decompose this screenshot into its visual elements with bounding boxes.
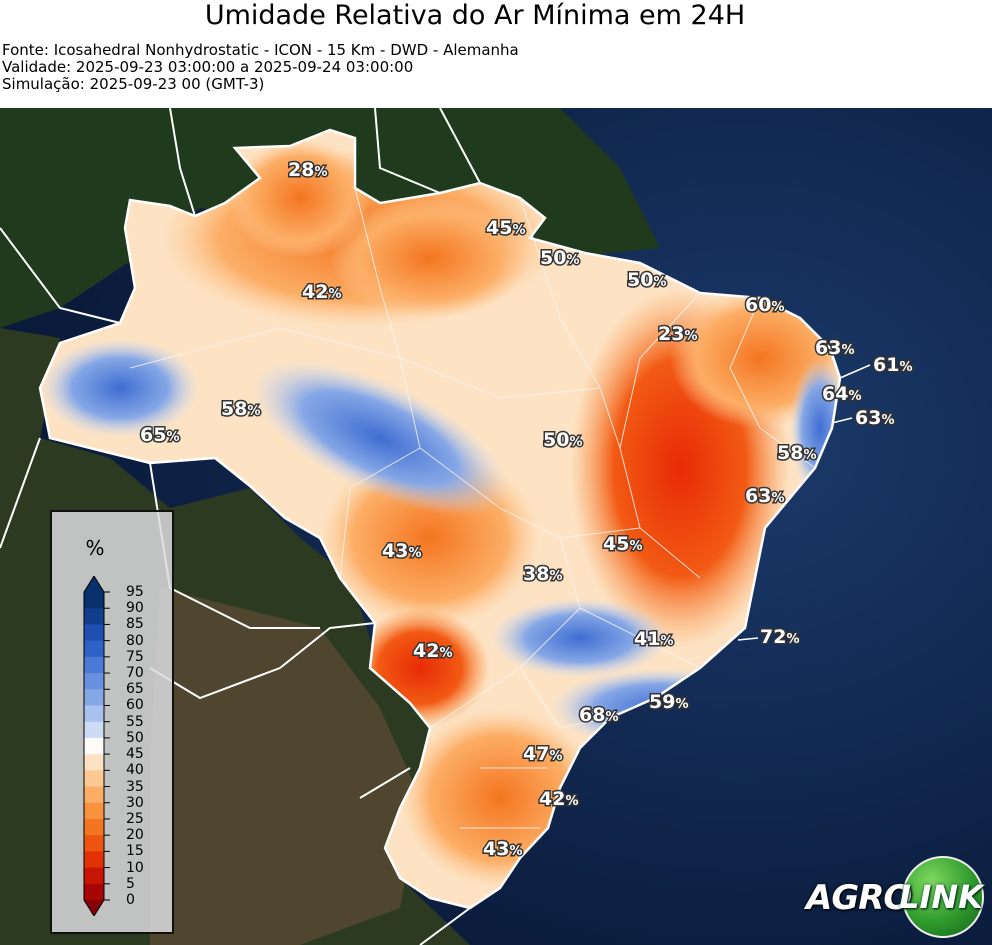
colorbar-tick-label: 35	[126, 778, 144, 795]
colorbar-max-arrow	[84, 576, 104, 592]
humidity-label: 63%	[745, 485, 784, 507]
colorbar-tick-label: 25	[126, 810, 144, 827]
humidity-label: 45%	[603, 533, 642, 555]
colorbar-segment	[84, 883, 104, 901]
humidity-label: 23%	[658, 323, 697, 345]
colorbar-segment	[84, 592, 104, 609]
colorbar-segment	[84, 624, 104, 642]
colorbar-tick-label: 30	[126, 794, 144, 811]
colorbar-tick-label: 0	[126, 892, 135, 908]
humidity-label: 65%	[140, 424, 179, 446]
colorbar-segment	[84, 608, 104, 625]
humidity-label: 64%	[822, 383, 861, 405]
humidity-label: 72%	[760, 626, 799, 648]
humidity-label: 63%	[855, 407, 894, 429]
simulation-text: Simulação: 2025-09-23 00 (GMT-3)	[2, 75, 265, 93]
colorbar-segment	[84, 640, 104, 658]
humidity-label: 58%	[777, 442, 816, 464]
state-borders	[129, 187, 816, 829]
humidity-label: 63%	[815, 337, 854, 359]
humidity-label: 61%	[873, 354, 912, 376]
arid-land	[150, 588, 420, 945]
colorbar-tick-label: 10	[126, 859, 144, 876]
colorbar-tick-label: 60	[126, 697, 144, 714]
colorbar-segment	[84, 835, 104, 852]
colorbar-segment	[84, 689, 104, 706]
logo-text-link: LINK	[899, 878, 983, 916]
colorbar-segment	[84, 770, 104, 788]
humidity-label: 42%	[302, 281, 341, 303]
colorbar-segment	[84, 754, 104, 771]
humidity-label: 45%	[486, 217, 525, 239]
colorbar-tick-label: 95	[126, 584, 144, 600]
colorbar-segment	[84, 851, 104, 869]
humidity-label: 60%	[745, 294, 784, 316]
colorbar-tick-label: 65	[126, 681, 144, 698]
colorbar-segment	[84, 786, 104, 804]
colorbar-legend: % 95 90 85 80 75 70 65 60 55 50 45 40 35 30 25 20 15 10 5 0	[50, 510, 174, 934]
colorbar-tick-label: 15	[126, 843, 144, 860]
logo-text-agro: AGRO	[806, 878, 912, 918]
humidity-label: 43%	[382, 540, 421, 562]
humidity-label: 50%	[543, 429, 582, 451]
colorbar-segment	[84, 802, 104, 820]
humidity-labels: 28% 45% 50% 50% 42% 60% 23% 63% 61% 64% …	[139, 158, 914, 862]
legend-unit: %	[85, 536, 105, 560]
colorbar-tick-label: 40	[126, 762, 144, 779]
logo-circle	[902, 856, 984, 938]
humidity-label: 41%	[634, 628, 673, 650]
humidity-label: 42%	[539, 788, 578, 810]
colorbar-segment	[84, 721, 104, 739]
humidity-label: 43%	[483, 838, 522, 860]
humidity-map: 28% 45% 50% 50% 42% 60% 23% 63% 61% 64% …	[0, 108, 992, 945]
colorbar-tick-label: 55	[126, 713, 144, 730]
colorbar-min-arrow	[84, 900, 104, 916]
humidity-label: 50%	[627, 269, 666, 291]
colorbar-segment	[84, 737, 104, 755]
label-leaders	[737, 364, 871, 641]
colorbar-tick-label: 20	[126, 827, 144, 844]
colorbar-tick-label: 85	[126, 616, 144, 633]
colorbar-segment	[84, 673, 104, 690]
colorbar	[83, 576, 110, 916]
humidity-label: 50%	[540, 247, 579, 269]
brazil-border	[38, 128, 842, 910]
humidity-label: 59%	[649, 691, 688, 713]
agrolink-logo: AGRO LINK	[806, 856, 984, 938]
source-text: Fonte: Icosahedral Nonhydrostatic - ICON…	[2, 41, 519, 59]
colorbar-tick-label: 90	[126, 600, 144, 617]
colorbar-tick-label: 80	[126, 632, 144, 649]
map-canvas: 28% 45% 50% 50% 42% 60% 23% 63% 61% 64% …	[0, 108, 992, 945]
colorbar-segment	[84, 705, 104, 723]
humidity-label: 47%	[523, 743, 562, 765]
humidity-label: 42%	[413, 640, 452, 662]
colorbar-tick-label: 45	[126, 746, 144, 763]
validity-text: Validade: 2025-09-23 03:00:00 a 2025-09-…	[2, 58, 414, 76]
colorbar-tick-label: 75	[126, 648, 144, 665]
map-title: Umidade Relativa do Ar Mínima em 24H	[204, 0, 746, 31]
humidity-label: 68%	[579, 704, 618, 726]
humidity-label: 38%	[523, 563, 562, 585]
colorbar-segment	[84, 656, 104, 674]
humidity-label: 58%	[221, 398, 260, 420]
humidity-label: 28%	[288, 159, 327, 181]
colorbar-segment	[84, 818, 104, 836]
colorbar-tick-label: 50	[126, 729, 144, 746]
colorbar-segment	[84, 867, 104, 885]
colorbar-tick-label: 5	[126, 875, 135, 892]
colorbar-tick-label: 70	[126, 665, 144, 682]
